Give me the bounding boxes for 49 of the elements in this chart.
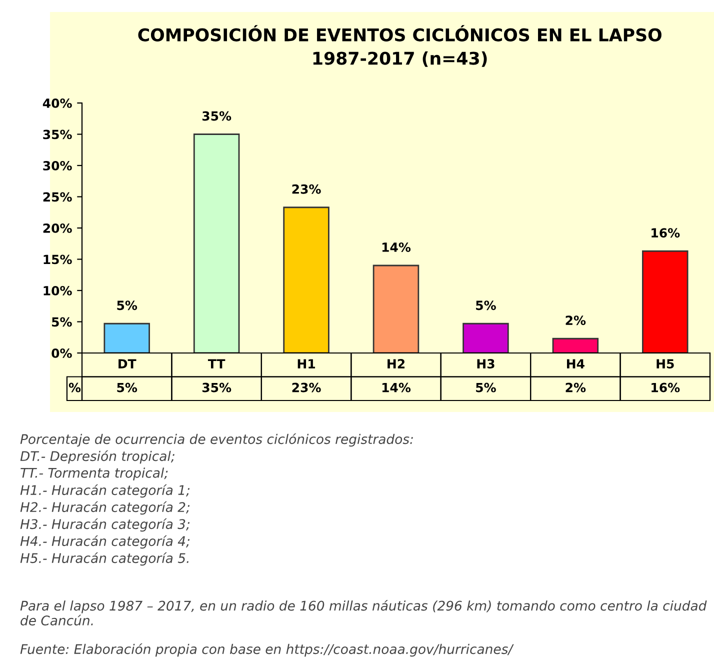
data-label: 35%	[202, 382, 232, 392]
x-tick-label: TT	[208, 359, 226, 368]
bar	[462, 322, 509, 353]
x-tick-label: DT	[118, 359, 136, 368]
bar	[104, 322, 150, 353]
text: Porcentaje de ocurrencia de eventos ciclónicos registrados:	[20, 433, 413, 447]
bar	[193, 134, 240, 353]
text: H3.- Huracán categoría 3;	[20, 518, 190, 532]
bar	[372, 264, 420, 353]
y-tick-label: 40%	[42, 98, 72, 108]
text: H2.- Huracán categoría 2;	[20, 501, 190, 515]
source-note: Fuente: Elaboración propia con base en https://coast.noaa.gov/hurricanes/	[20, 643, 514, 657]
bar	[552, 338, 599, 353]
y-tick-label: 5%	[52, 317, 72, 327]
y-tick-label: 0%	[52, 348, 72, 358]
text: %	[68, 382, 81, 392]
text: Para el lapso 1987 – 2017, en un radio de 160 millas náuticas (296 km) tomando como centro la ciudad de Cancún.	[20, 600, 707, 626]
text: H5.- Huracán categoría 5.	[20, 552, 188, 566]
bar	[642, 250, 688, 353]
x-tick-label: H2	[388, 359, 404, 368]
data-label: 14%	[382, 382, 411, 392]
data-label: 5%	[117, 382, 138, 392]
data-label: 23%	[292, 382, 321, 392]
bar	[283, 206, 330, 353]
text: 35%	[202, 111, 232, 121]
y-tick-label: 10%	[44, 286, 72, 296]
text: 5%	[476, 300, 496, 310]
y-tick-label: 20%	[43, 223, 72, 233]
y-tick-label: 35%	[43, 130, 72, 140]
data-label: 5%	[476, 382, 496, 392]
text: 23%	[292, 184, 321, 194]
text: 14%	[382, 242, 411, 252]
x-tick-label: H3	[477, 359, 494, 368]
text: 5%	[117, 300, 138, 310]
y-tick-label: 15%	[44, 254, 72, 264]
text: H1.- Huracán categoría 1;	[20, 484, 190, 498]
text: 16%	[652, 228, 680, 238]
x-tick-label: H1	[298, 359, 316, 368]
data-label: 2%	[566, 382, 586, 392]
x-tick-label: H5	[656, 359, 674, 368]
x-tick-label: H4	[567, 359, 584, 368]
text: TT.- Tormenta tropical;	[20, 468, 168, 480]
chart-title: COMPOSICIÓN DE EVENTOS CICLÓNICOS EN EL LAPSO 1987-2017 (n=43)	[138, 25, 662, 67]
y-tick-label: 30%	[43, 160, 72, 170]
text: DT.- Depresión tropical;	[20, 450, 174, 464]
text: 2%	[566, 316, 586, 326]
data-label: 16%	[652, 382, 680, 392]
y-tick-label: 25%	[43, 192, 72, 202]
text: H4.- Huracán categoría 4;	[20, 535, 190, 549]
